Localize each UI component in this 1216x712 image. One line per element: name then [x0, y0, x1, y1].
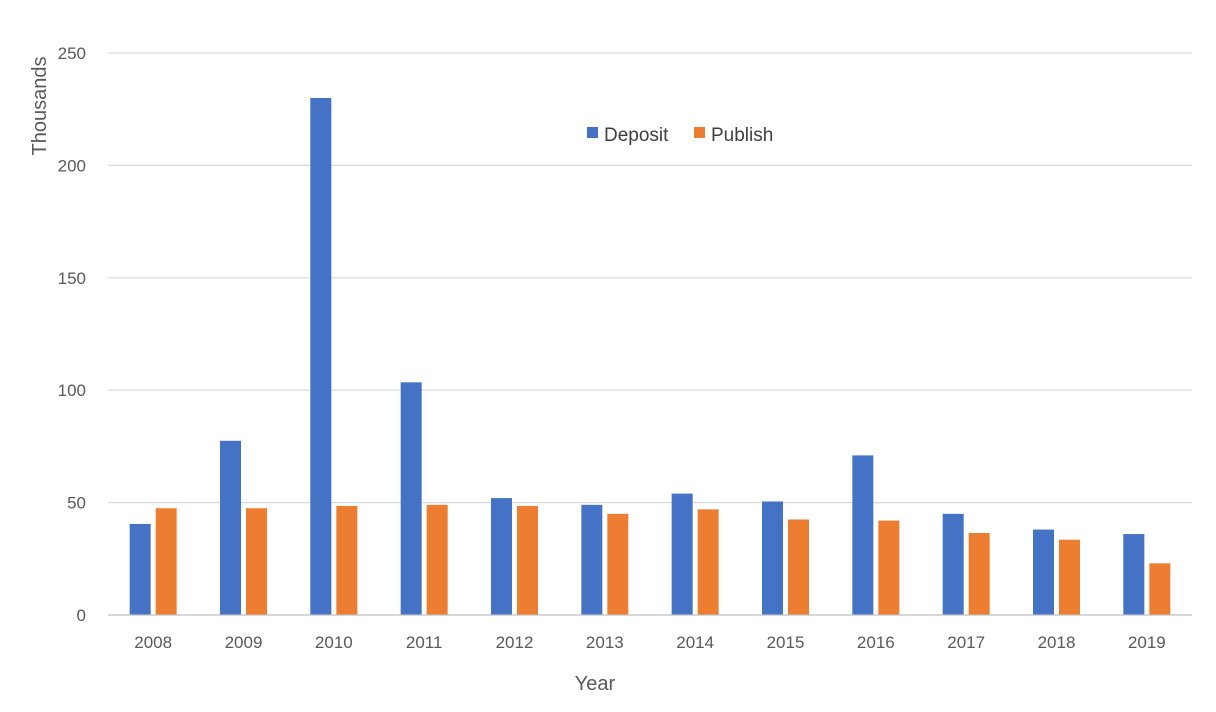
bar-publish-2011	[426, 504, 448, 615]
x-tick-label: 2017	[947, 633, 985, 652]
x-tick-label: 2009	[225, 633, 263, 652]
bar-publish-2015	[788, 519, 809, 615]
legend-swatch-publish	[694, 127, 705, 138]
x-tick-label: 2018	[1038, 633, 1076, 652]
bar-publish-2017	[968, 532, 990, 615]
y-axis-title: Thousands	[29, 57, 51, 156]
x-tick-label: 2013	[586, 633, 624, 652]
x-axis-title: Year	[575, 673, 616, 695]
bar-publish-2016	[878, 520, 900, 615]
bar-deposit-2008	[129, 523, 151, 615]
bar-publish-2014	[697, 509, 719, 615]
y-tick-label: 100	[58, 381, 86, 400]
x-tick-label: 2015	[767, 633, 805, 652]
bar-deposit-2011	[400, 382, 422, 615]
bar-deposit-2016	[852, 455, 874, 615]
y-tick-label: 250	[58, 44, 86, 63]
gridlines	[108, 52, 1192, 504]
x-tick-label: 2012	[496, 633, 534, 652]
bars	[129, 97, 1171, 615]
bar-deposit-2019	[1123, 534, 1145, 615]
bar-deposit-2010	[310, 97, 332, 615]
legend-label-publish: Publish	[711, 125, 773, 146]
bar-publish-2019	[1149, 563, 1171, 615]
x-tick-label: 2014	[676, 633, 714, 652]
bar-deposit-2009	[220, 440, 241, 615]
bar-publish-2012	[517, 505, 538, 615]
bar-deposit-2014	[671, 493, 693, 615]
y-tick-label: 150	[58, 269, 86, 288]
y-axis-ticks: 0 50 100 150 200 250	[58, 44, 86, 625]
bar-deposit-2017	[942, 513, 964, 615]
x-tick-label: 2019	[1128, 633, 1166, 652]
bar-deposit-2012	[491, 498, 512, 615]
x-tick-label: 2008	[134, 633, 172, 652]
bar-publish-2013	[607, 513, 629, 615]
x-tick-label: 2010	[315, 633, 353, 652]
y-tick-label: 200	[58, 156, 86, 175]
bar-publish-2018	[1059, 539, 1080, 615]
y-tick-label: 50	[67, 494, 86, 513]
bar-publish-2010	[336, 505, 358, 615]
x-tick-label: 2016	[857, 633, 895, 652]
x-tick-label: 2011	[406, 633, 443, 652]
y-tick-label: 0	[77, 606, 86, 625]
x-axis-ticks: 2008 2009 2010 2011 2012 2013 2014 2015 2016 2017…	[134, 633, 1165, 652]
bar-deposit-2013	[581, 504, 603, 615]
bar-publish-2009	[246, 508, 267, 615]
bar-publish-2008	[155, 508, 177, 615]
bar-deposit-2018	[1033, 529, 1054, 615]
legend: Deposit Publish	[587, 125, 773, 146]
bar-deposit-2015	[762, 501, 783, 615]
legend-swatch-deposit	[587, 127, 598, 138]
legend-label-deposit: Deposit	[604, 125, 669, 146]
